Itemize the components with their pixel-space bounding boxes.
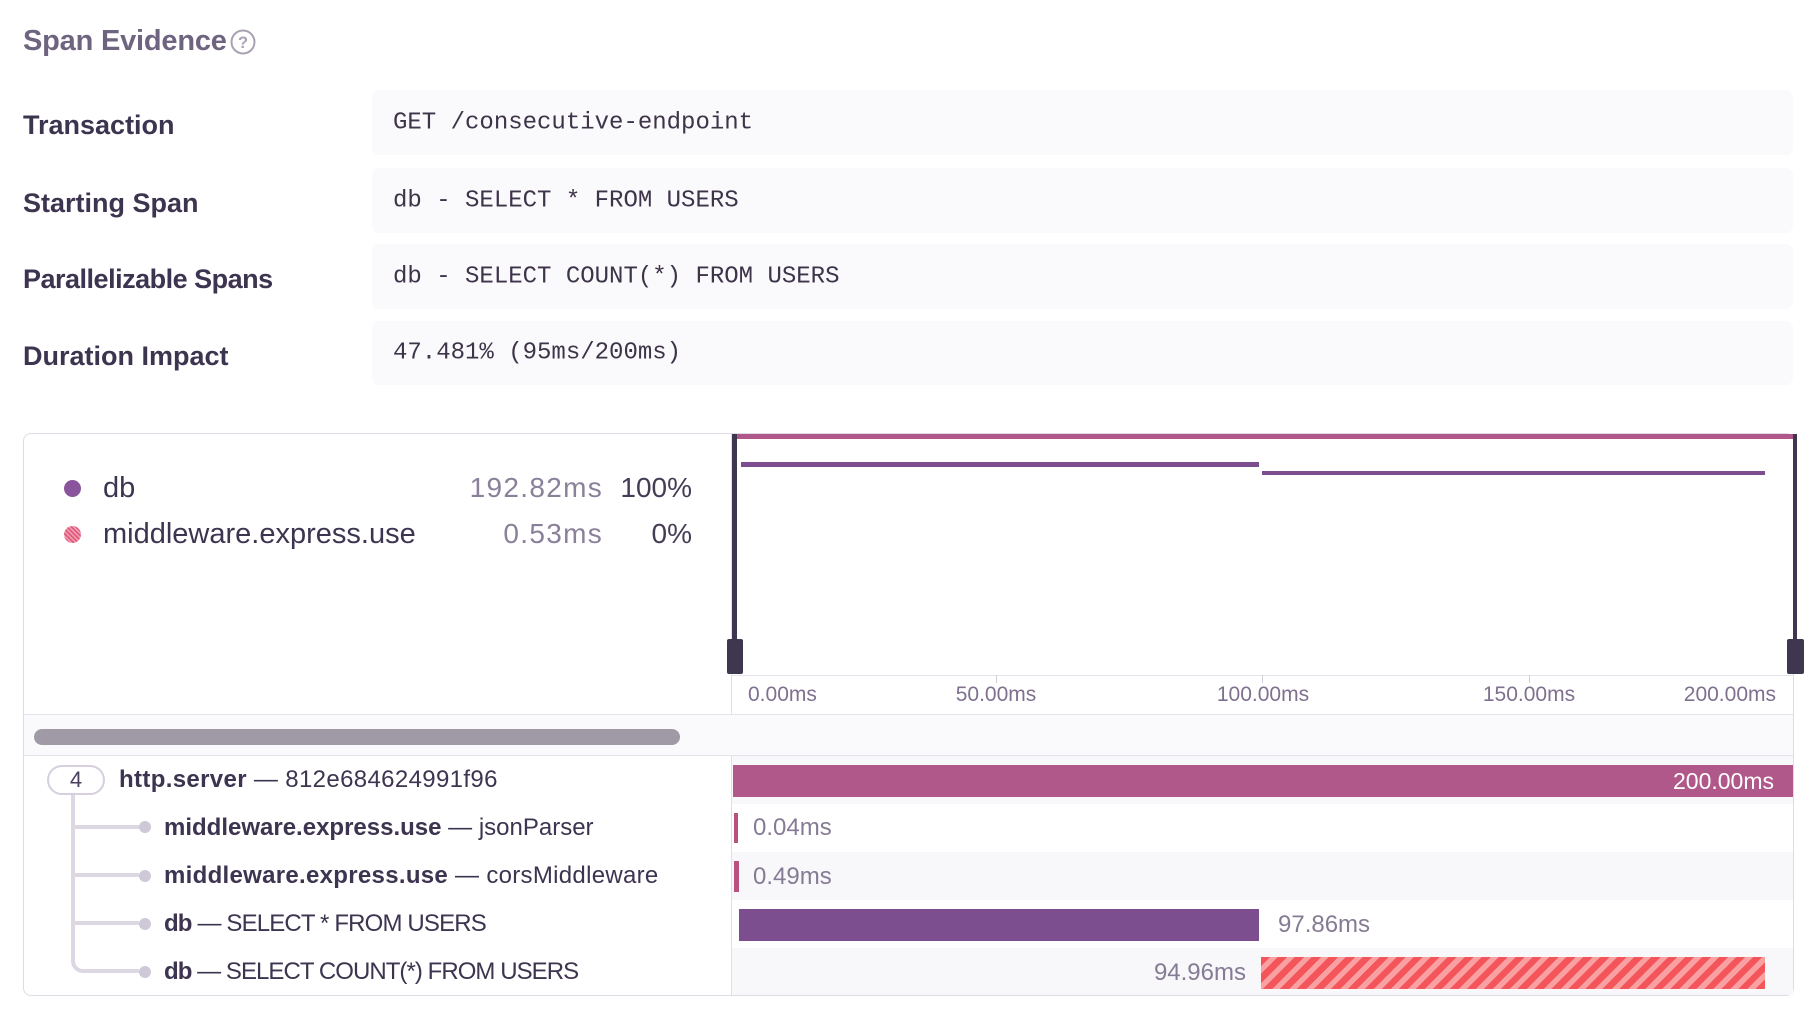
svg-text:?: ? bbox=[238, 34, 248, 52]
